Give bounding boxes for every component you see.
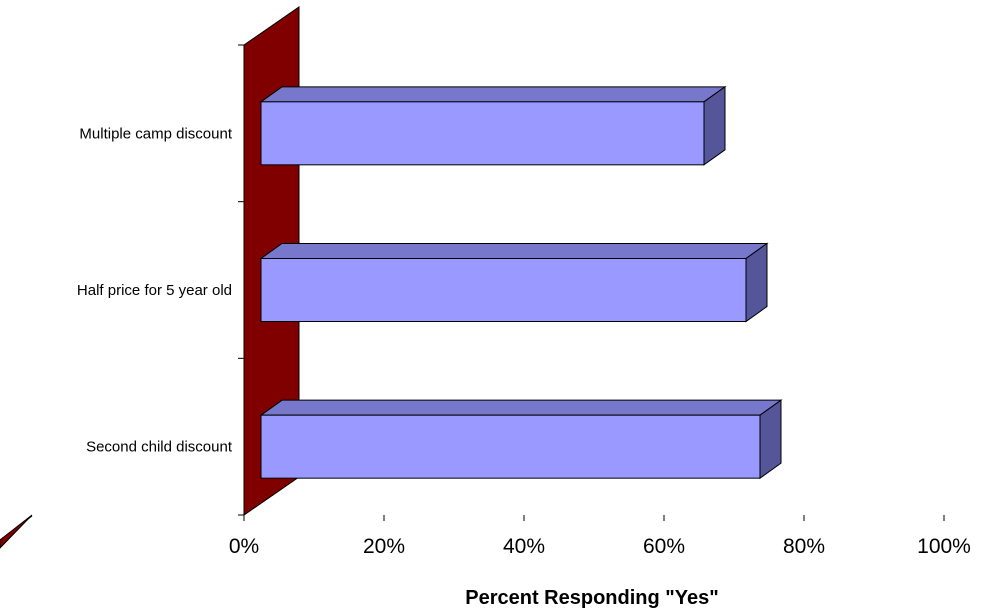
category-label: Second child discount xyxy=(86,439,233,456)
bar xyxy=(259,242,769,323)
chart-floor-edge xyxy=(0,514,33,549)
axis-layer xyxy=(238,44,945,521)
category-label: Half price for 5 year old xyxy=(77,282,232,299)
x-tick-label: 100% xyxy=(917,535,971,558)
x-tick-label: 40% xyxy=(503,535,545,558)
chart-wall-layer xyxy=(0,6,300,549)
x-tick-label: 60% xyxy=(643,535,685,558)
bar xyxy=(259,399,783,480)
bar-front-face xyxy=(260,101,705,166)
category-label: Multiple camp discount xyxy=(79,125,232,142)
bar-front-face xyxy=(260,414,761,479)
bar-top-face xyxy=(259,243,769,259)
bars-layer xyxy=(259,85,783,480)
bar-front-face xyxy=(260,258,747,322)
x-axis-title: Percent Responding "Yes" xyxy=(465,587,718,609)
bar-top-face xyxy=(259,399,783,416)
labels-layer: 0% 20% 40% 60% 80% 100% Multiple camp discount… xyxy=(77,125,971,558)
bar xyxy=(259,85,727,166)
x-tick-label: 20% xyxy=(363,535,405,558)
x-tick-label: 80% xyxy=(783,535,825,558)
bar-top-face xyxy=(259,86,727,103)
x-tick-label: 0% xyxy=(229,535,259,558)
